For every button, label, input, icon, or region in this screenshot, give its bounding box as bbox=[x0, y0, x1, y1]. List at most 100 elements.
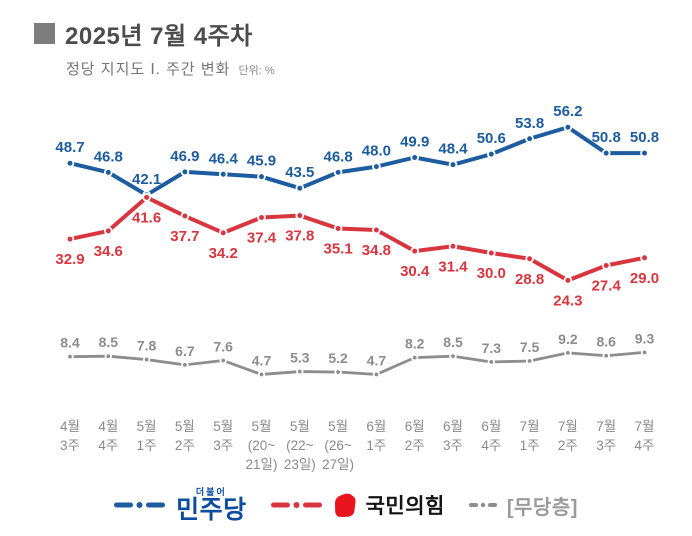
data-point bbox=[525, 134, 534, 144]
data-point-label: 9.2 bbox=[558, 331, 578, 347]
x-axis-label: 4월 4주 bbox=[98, 419, 118, 453]
x-axis-label: 6월 3주 bbox=[443, 419, 463, 453]
data-point-label: 24.3 bbox=[553, 292, 582, 309]
data-point bbox=[295, 183, 305, 193]
series-line-국민의힘 bbox=[68, 195, 647, 283]
data-point-label: 50.8 bbox=[630, 129, 659, 146]
chart-legend: 더불어 민주당 국민의힘 [무당층] bbox=[0, 483, 692, 527]
data-point-label: 37.8 bbox=[285, 228, 314, 245]
data-point bbox=[601, 148, 611, 158]
data-point-label: 31.4 bbox=[438, 258, 468, 275]
x-axis-label: 5월 3주 bbox=[213, 419, 233, 453]
data-point-label: 41.6 bbox=[132, 209, 161, 226]
data-point-label: 4.7 bbox=[252, 352, 272, 368]
data-point-label: 34.6 bbox=[94, 243, 123, 260]
page-header: 2025년 7월 4주차 bbox=[34, 16, 253, 51]
data-point bbox=[104, 168, 113, 177]
data-point-label: 8.6 bbox=[596, 334, 616, 350]
x-axis-label: 5월 (26~ 27일) bbox=[322, 419, 354, 472]
data-point bbox=[257, 370, 266, 379]
data-point-label: 48.4 bbox=[438, 141, 468, 158]
data-point-label: 5.2 bbox=[328, 350, 348, 366]
x-axis-label: 5월 1주 bbox=[137, 419, 157, 453]
data-point-label: 7.5 bbox=[520, 339, 540, 355]
minjoo-wordmark-top: 더불어 bbox=[195, 486, 227, 497]
data-point bbox=[411, 353, 419, 362]
data-point bbox=[449, 352, 457, 360]
data-point bbox=[333, 168, 343, 177]
data-point bbox=[372, 370, 381, 379]
data-point-label: 37.7 bbox=[170, 228, 199, 245]
series-민주당: 48.7 46.8 42.1 46.9 46.4 45.9 43.5 46.8 48.0 49.9… bbox=[55, 103, 659, 200]
data-point bbox=[563, 122, 573, 132]
data-point bbox=[219, 356, 227, 365]
data-point bbox=[410, 246, 420, 256]
data-point bbox=[65, 158, 75, 168]
legend-item-ppp: 국민의힘 bbox=[270, 490, 445, 520]
data-point-label: 37.4 bbox=[247, 229, 277, 246]
data-point-label: 28.8 bbox=[515, 271, 544, 288]
data-point bbox=[486, 149, 496, 159]
data-point bbox=[333, 224, 343, 233]
data-point bbox=[296, 367, 304, 376]
data-point bbox=[525, 254, 534, 264]
data-point bbox=[448, 241, 458, 251]
series-무당층: 8.4 8.5 7.8 6.7 7.6 4.7 5.3 5.2 4.7 8.2 8.5 7.3 7.5 9… bbox=[60, 330, 655, 379]
data-point-label: 8.4 bbox=[60, 335, 80, 351]
data-point-label: 53.8 bbox=[515, 115, 544, 132]
data-point-label: 4.7 bbox=[367, 352, 387, 368]
legend-item-minjoo: 더불어 민주당 bbox=[114, 486, 247, 524]
data-point bbox=[487, 358, 495, 366]
data-point bbox=[334, 368, 342, 376]
data-point bbox=[142, 355, 151, 364]
data-point bbox=[602, 352, 610, 360]
mudang-label: [무당층] bbox=[506, 496, 578, 519]
data-point bbox=[486, 248, 496, 258]
data-point bbox=[525, 357, 534, 365]
data-point-label: 46.8 bbox=[94, 148, 123, 165]
data-point bbox=[104, 352, 112, 360]
data-point-label: 50.6 bbox=[477, 130, 506, 147]
x-axis-label: 6월 2주 bbox=[405, 419, 425, 453]
data-point-label: 48.7 bbox=[55, 139, 84, 156]
data-point bbox=[601, 261, 611, 270]
data-point-label: 46.8 bbox=[323, 148, 352, 165]
x-axis-label: 7월 1주 bbox=[520, 419, 540, 453]
data-point-label: 46.4 bbox=[209, 150, 239, 167]
x-axis-label: 7월 2주 bbox=[558, 419, 578, 453]
minjoo-dashdot-marker-icon bbox=[114, 502, 166, 508]
minjoo-wordmark-main: 민주당 bbox=[176, 495, 247, 524]
data-point-label: 29.0 bbox=[630, 270, 659, 287]
data-point bbox=[104, 226, 113, 236]
minjoo-wordmark: 더불어 민주당 bbox=[176, 486, 247, 524]
x-axis-label: 5월 2주 bbox=[175, 419, 195, 453]
data-point bbox=[372, 225, 381, 235]
data-point-label: 8.5 bbox=[99, 334, 119, 350]
x-axis-label: 5월 (20~ 21일) bbox=[246, 419, 278, 472]
data-point bbox=[257, 213, 266, 222]
data-point-label: 49.9 bbox=[400, 133, 429, 150]
x-axis-label: 4월 3주 bbox=[60, 419, 80, 453]
series-line-민주당 bbox=[68, 125, 647, 197]
legend-item-mudang: [무당층] bbox=[468, 491, 578, 520]
data-point bbox=[564, 349, 572, 357]
chart-subtitle: 정당 지지도 Ⅰ. 주간 변화 단위: % bbox=[66, 58, 275, 79]
x-axis-label: 7월 3주 bbox=[596, 419, 616, 453]
data-point bbox=[180, 167, 190, 177]
data-point bbox=[372, 162, 381, 171]
data-point-label: 7.3 bbox=[482, 340, 502, 356]
data-point bbox=[640, 253, 649, 263]
data-point bbox=[640, 348, 649, 357]
x-axis-label: 5월 (22~ 23일) bbox=[284, 419, 316, 472]
data-point-label: 5.3 bbox=[290, 350, 310, 366]
data-point-label: 35.1 bbox=[323, 241, 352, 258]
data-point-label: 9.3 bbox=[635, 330, 655, 346]
data-point bbox=[295, 211, 305, 220]
data-point-label: 50.8 bbox=[592, 129, 621, 146]
page-title: 2025년 7월 4주차 bbox=[65, 23, 253, 50]
ppp-logo-icon bbox=[334, 493, 356, 517]
data-point bbox=[66, 352, 74, 361]
data-point-label: 7.8 bbox=[137, 338, 157, 354]
